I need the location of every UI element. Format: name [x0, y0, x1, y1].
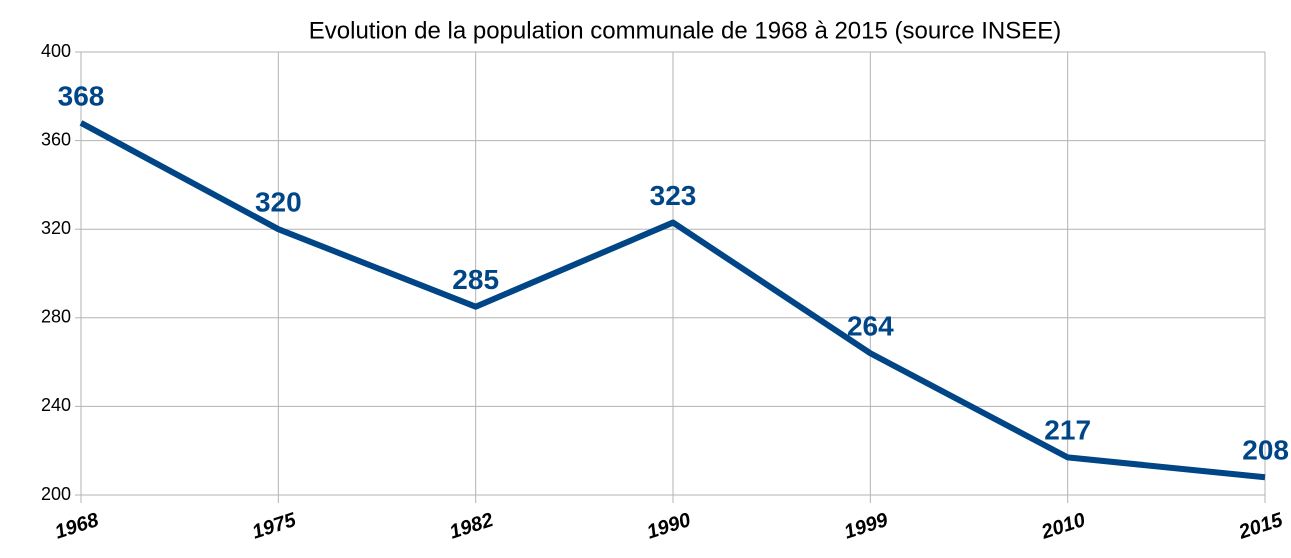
data-label: 264 — [847, 311, 894, 342]
x-tick-label: 1975 — [250, 509, 300, 544]
y-tick-label: 360 — [41, 129, 71, 149]
x-tick-label: 1982 — [447, 509, 496, 544]
data-label: 368 — [58, 80, 105, 111]
x-tick-label: 1990 — [644, 509, 693, 544]
y-tick-label: 200 — [41, 484, 71, 504]
y-tick-label: 320 — [41, 218, 71, 238]
chart-title: Evolution de la population communale de … — [309, 17, 1061, 44]
x-tick-label: 1999 — [842, 509, 892, 544]
data-label: 285 — [452, 264, 499, 295]
x-tick-label: 2010 — [1038, 509, 1088, 544]
data-label: 320 — [255, 187, 302, 218]
line — [79, 120, 1266, 481]
y-tick-label: 280 — [41, 307, 71, 327]
y-tick-label: 400 — [41, 41, 71, 61]
y-tick-label: 240 — [41, 395, 71, 415]
data-label: 217 — [1044, 415, 1091, 446]
data-label: 208 — [1242, 435, 1289, 466]
x-tick-label: 1968 — [52, 509, 102, 544]
data-label: 323 — [650, 180, 697, 211]
x-tick-label: 2015 — [1235, 509, 1286, 544]
